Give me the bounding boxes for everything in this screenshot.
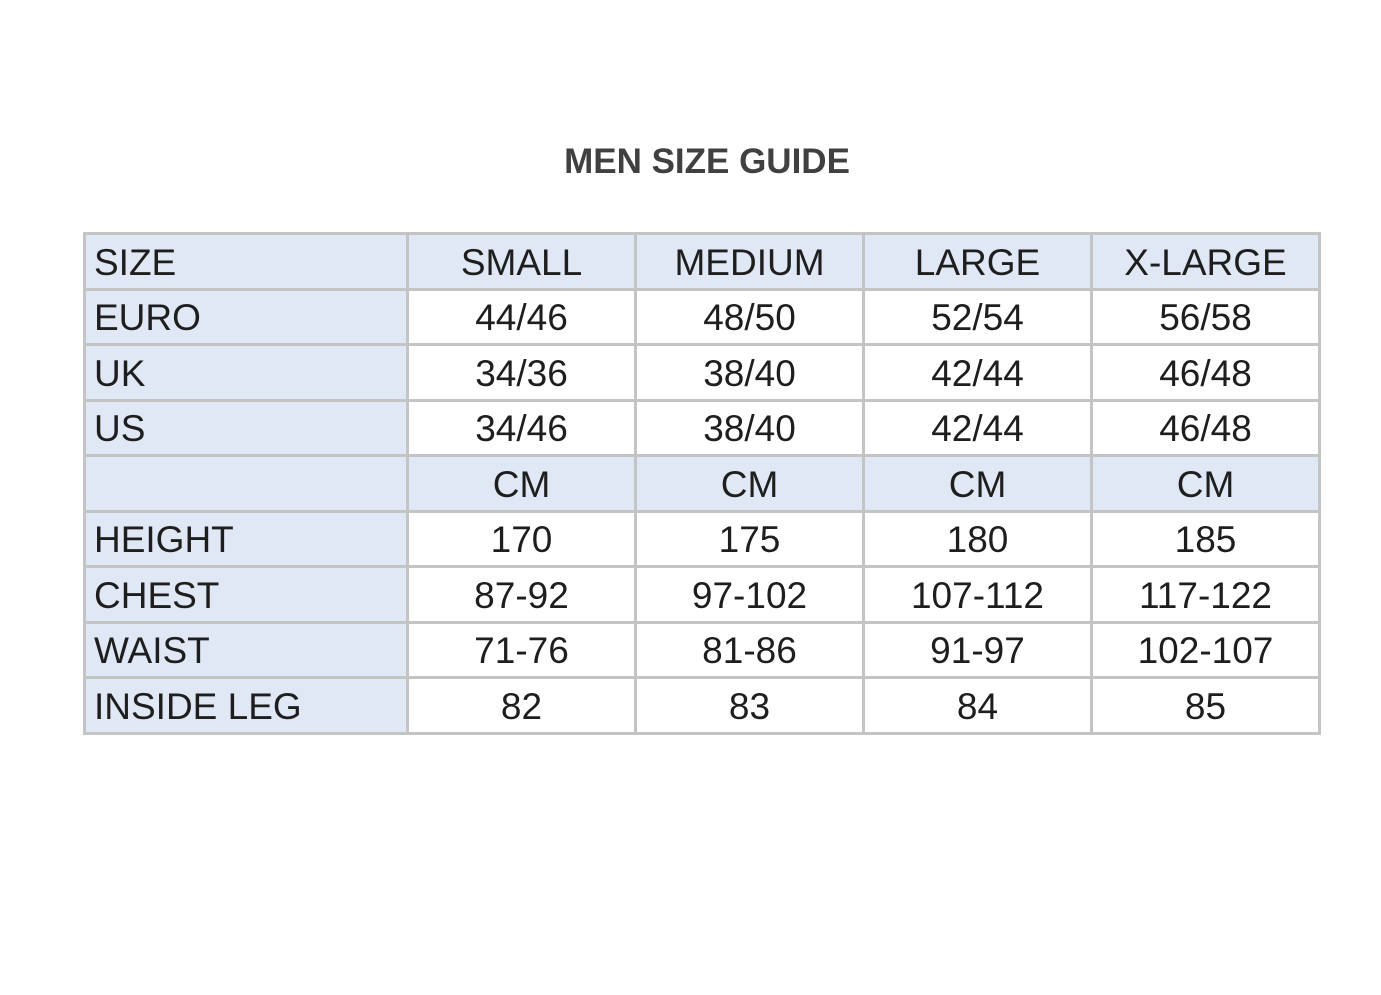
table-cell: 56/58 [1090, 287, 1321, 346]
header-cell: X-LARGE [1090, 232, 1321, 291]
header-cell: LARGE [862, 232, 1093, 291]
page-title: MEN SIZE GUIDE [564, 142, 850, 181]
table-cell: 38/40 [634, 398, 865, 457]
row-label: EURO [83, 287, 409, 346]
row-label: HEIGHT [83, 509, 409, 568]
table-row: INSIDE LEG 82 83 84 85 [83, 676, 1321, 735]
table-cell: CM [406, 454, 637, 513]
size-table: SIZE SMALL MEDIUM LARGE X-LARGE EURO 44/4… [83, 232, 1321, 735]
table-cell: 81-86 [634, 620, 865, 679]
row-label [83, 454, 409, 513]
table-cell: 44/46 [406, 287, 637, 346]
table-row: UK 34/36 38/40 42/44 46/48 [83, 343, 1321, 402]
row-label: UK [83, 343, 409, 402]
table-cell: 87-92 [406, 565, 637, 624]
table-cell: 82 [406, 676, 637, 735]
table-cell: 180 [862, 509, 1093, 568]
row-label: CHEST [83, 565, 409, 624]
table-row: CM CM CM CM [83, 454, 1321, 513]
table-cell: 46/48 [1090, 398, 1321, 457]
table-row: HEIGHT 170 175 180 185 [83, 509, 1321, 568]
table-row: EURO 44/46 48/50 52/54 56/58 [83, 287, 1321, 346]
table-cell: 117-122 [1090, 565, 1321, 624]
table-cell: CM [634, 454, 865, 513]
table-cell: 84 [862, 676, 1093, 735]
table-cell: 185 [1090, 509, 1321, 568]
row-label: US [83, 398, 409, 457]
table-cell: 42/44 [862, 398, 1093, 457]
table-header-row: SIZE SMALL MEDIUM LARGE X-LARGE [83, 232, 1321, 291]
header-cell: MEDIUM [634, 232, 865, 291]
table-cell: 34/46 [406, 398, 637, 457]
table-cell: 48/50 [634, 287, 865, 346]
table-cell: 91-97 [862, 620, 1093, 679]
table-cell: 46/48 [1090, 343, 1321, 402]
header-label: SIZE [83, 232, 409, 291]
table-cell: 83 [634, 676, 865, 735]
table-cell: 34/36 [406, 343, 637, 402]
header-cell: SMALL [406, 232, 637, 291]
row-label: INSIDE LEG [83, 676, 409, 735]
table-cell: 175 [634, 509, 865, 568]
table-cell: 102-107 [1090, 620, 1321, 679]
table-row: WAIST 71-76 81-86 91-97 102-107 [83, 620, 1321, 679]
table-cell: 71-76 [406, 620, 637, 679]
table-cell: 38/40 [634, 343, 865, 402]
table-cell: 85 [1090, 676, 1321, 735]
table-cell: CM [862, 454, 1093, 513]
table-cell: 52/54 [862, 287, 1093, 346]
table-row: CHEST 87-92 97-102 107-112 117-122 [83, 565, 1321, 624]
table-cell: 42/44 [862, 343, 1093, 402]
row-label: WAIST [83, 620, 409, 679]
table-cell: 97-102 [634, 565, 865, 624]
table-row: US 34/46 38/40 42/44 46/48 [83, 398, 1321, 457]
table-cell: CM [1090, 454, 1321, 513]
table-cell: 170 [406, 509, 637, 568]
table-cell: 107-112 [862, 565, 1093, 624]
